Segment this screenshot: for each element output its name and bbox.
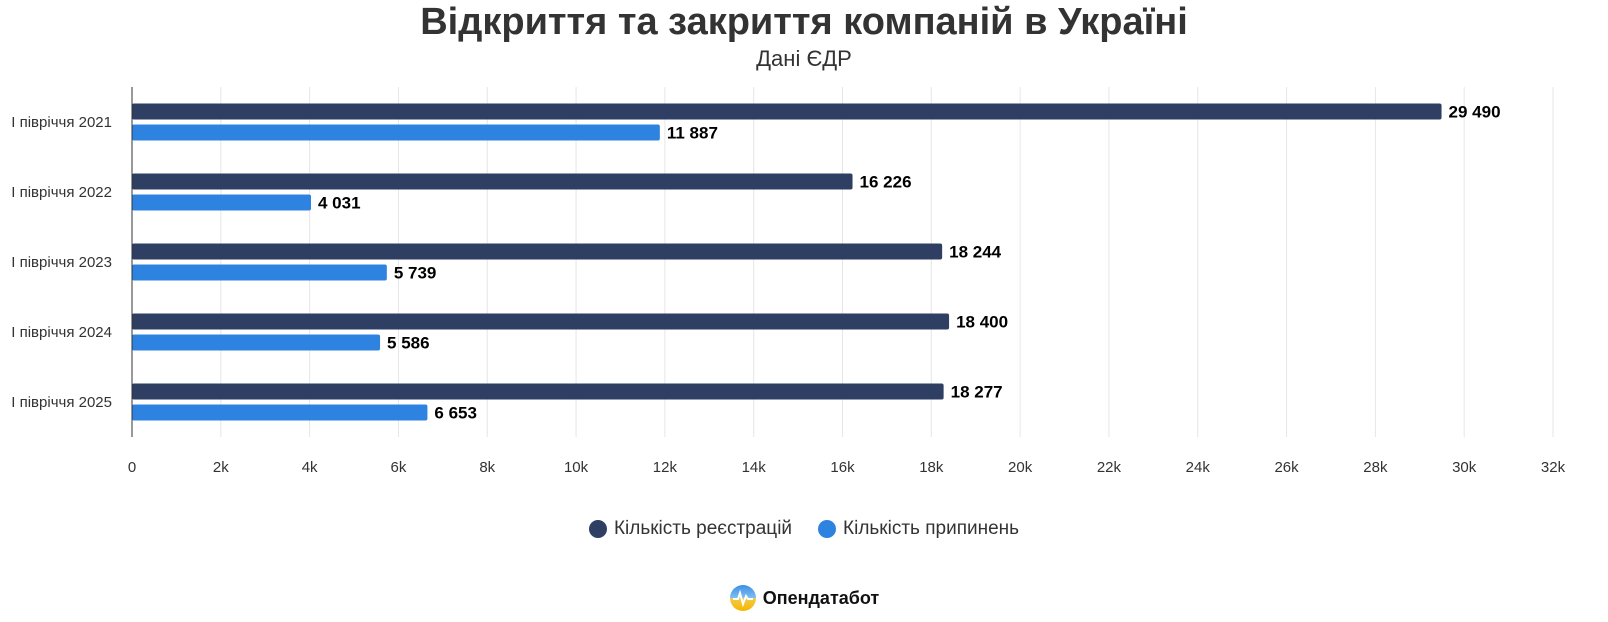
legend-marker-registrations [588, 520, 607, 538]
bar-terminations [132, 194, 312, 211]
bar-terminations [132, 404, 428, 421]
bar-registrations [132, 103, 1442, 120]
x-tick-label: 30k [1452, 459, 1477, 476]
x-tick-label: 32k [1541, 459, 1566, 476]
bar-terminations [132, 264, 387, 281]
data-label: 18 277 [951, 383, 1003, 402]
chart-subtitle: Дані ЄДР [756, 46, 852, 71]
y-category-label: І півріччя 2025 [11, 394, 112, 411]
x-tick-label: 10k [564, 459, 589, 476]
x-tick-label: 22k [1097, 459, 1122, 476]
brand-footer: Опендатабот [0, 584, 1608, 612]
data-label: 5 586 [387, 334, 430, 353]
legend-item-registrations[interactable]: Кількість реєстрацій [588, 518, 793, 540]
legend: Кількість реєстрацій Кількість припинень [0, 518, 1608, 540]
legend-label-terminations: Кількість припинень [843, 518, 1020, 539]
bar-terminations [132, 124, 660, 141]
x-tick-label: 14k [742, 459, 767, 476]
x-tick-label: 6k [391, 459, 407, 476]
bar-registrations [132, 173, 853, 190]
x-tick-label: 4k [302, 459, 318, 476]
data-label: 29 490 [1449, 103, 1501, 122]
bar-registrations [132, 313, 950, 330]
y-category-label: І півріччя 2023 [11, 254, 112, 271]
opendatabot-logo-icon [729, 585, 756, 611]
bar-terminations [132, 334, 381, 351]
chart-title: Відкриття та закриття компаній в Україні [420, 1, 1188, 43]
y-category-label: І півріччя 2022 [11, 184, 112, 201]
brand-name: Опендатабот [762, 587, 880, 608]
data-label: 18 400 [956, 313, 1008, 332]
bar-chart: 0 2k 4k 6k 8k 10k 12k 14k 16k 18k 20k 22k 24k 26k 28k 3… [11, 87, 1566, 476]
x-tick-label: 16k [830, 459, 855, 476]
x-tick-label: 26k [1274, 459, 1299, 476]
bar-registrations [132, 243, 943, 260]
x-tick-label: 12k [653, 459, 678, 476]
x-tick-label: 0 [128, 459, 136, 476]
legend-label-registrations: Кількість реєстрацій [613, 518, 793, 539]
x-tick-label: 20k [1008, 459, 1033, 476]
x-tick-label: 8k [479, 459, 495, 476]
data-label: 5 739 [394, 264, 437, 283]
x-tick-label: 28k [1363, 459, 1388, 476]
data-label: 6 653 [434, 404, 477, 423]
y-category-label: І півріччя 2021 [11, 114, 112, 131]
data-label: 4 031 [318, 194, 361, 213]
y-category-label: І півріччя 2024 [11, 324, 112, 341]
legend-marker-terminations [818, 520, 837, 538]
bar-registrations [132, 383, 944, 400]
data-label: 16 226 [860, 173, 912, 192]
data-label: 18 244 [949, 243, 1002, 262]
x-tick-label: 24k [1186, 459, 1211, 476]
x-tick-label: 2k [213, 459, 229, 476]
legend-item-terminations[interactable]: Кількість припинень [818, 518, 1019, 540]
data-label: 11 887 [667, 124, 718, 143]
x-tick-label: 18k [919, 459, 944, 476]
